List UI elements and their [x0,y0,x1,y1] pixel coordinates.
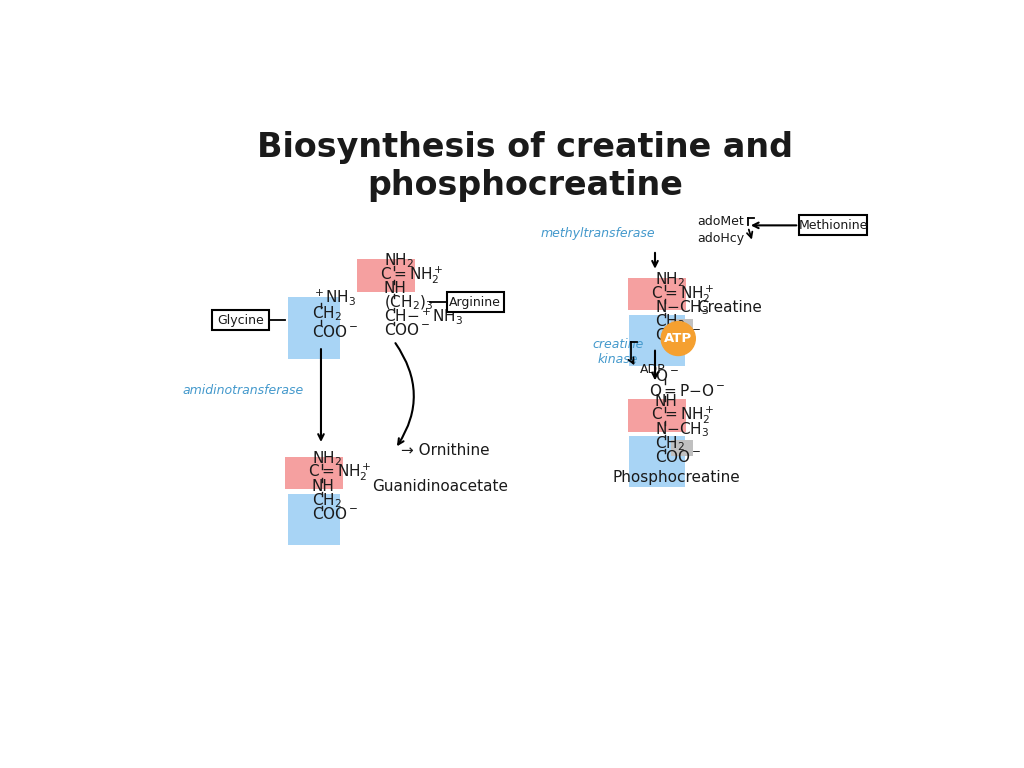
Bar [288,297,340,359]
Bar [630,315,685,366]
Text: O$^-$: O$^-$ [655,368,679,383]
Text: COO$^-$: COO$^-$ [311,506,358,522]
Text: COO$^-$: COO$^-$ [311,324,358,340]
Bar [357,260,415,292]
Text: NH: NH [655,394,678,409]
Text: C$=$NH$_2^+$: C$=$NH$_2^+$ [308,462,372,483]
Text: NH$_2$: NH$_2$ [311,449,342,468]
Text: (CH$_2$)$_3$: (CH$_2$)$_3$ [384,293,433,312]
Text: Arginine: Arginine [450,296,501,309]
Bar [212,310,269,330]
Text: Methionine: Methionine [799,219,868,232]
Circle shape [662,322,695,356]
Text: NH$_2$: NH$_2$ [384,251,414,270]
Bar [285,457,343,489]
Text: adoMet: adoMet [697,215,744,228]
Text: N$-$CH$_3$: N$-$CH$_3$ [655,420,710,439]
Text: O$=$P$-$O$^-$: O$=$P$-$O$^-$ [649,383,726,399]
Text: C$=$NH$_2^+$: C$=$NH$_2^+$ [651,405,715,426]
Bar [672,319,693,334]
Text: CH$_2$: CH$_2$ [655,313,685,331]
Text: methyltransferase: methyltransferase [541,227,655,240]
Text: amidinotransferase: amidinotransferase [182,385,303,397]
Text: NH: NH [384,281,407,296]
Bar [672,440,693,455]
Text: N$-$CH$_3$: N$-$CH$_3$ [655,299,710,317]
Text: ATP: ATP [665,332,692,345]
Text: creatine
kinase: creatine kinase [592,339,643,366]
Text: Glycine: Glycine [217,313,264,326]
Text: CH$_2$: CH$_2$ [655,434,685,452]
Bar [799,215,867,235]
Text: CH$_2$: CH$_2$ [311,305,342,323]
Text: $^+$NH$_3$: $^+$NH$_3$ [311,287,355,307]
Bar [630,436,685,487]
Text: NH: NH [311,479,335,494]
Text: NH$_2$: NH$_2$ [655,270,685,290]
Text: C$=$NH$_2^+$: C$=$NH$_2^+$ [651,283,715,305]
Bar [288,494,340,545]
Text: C$=$NH$_2^+$: C$=$NH$_2^+$ [380,263,443,286]
Text: adoHcy: adoHcy [697,232,744,245]
Text: COO$^-$: COO$^-$ [655,327,701,343]
Bar [629,399,686,432]
Text: Creatine: Creatine [697,300,763,315]
Text: CH$-$$^+$NH$_3$: CH$-$$^+$NH$_3$ [384,306,463,326]
Text: COO$^-$: COO$^-$ [655,449,701,465]
Text: ADP: ADP [640,362,666,376]
Text: Guanidinoacetate: Guanidinoacetate [372,479,508,494]
Text: Phosphocreatine: Phosphocreatine [612,471,740,485]
Text: → Ornithine: → Ornithine [400,442,489,458]
Text: Biosynthesis of creatine and
phosphocreatine: Biosynthesis of creatine and phosphocrea… [257,131,793,202]
Text: COO$^-$: COO$^-$ [384,322,430,338]
Bar [446,293,504,313]
Bar [629,278,686,310]
Text: CH$_2$: CH$_2$ [311,491,342,510]
